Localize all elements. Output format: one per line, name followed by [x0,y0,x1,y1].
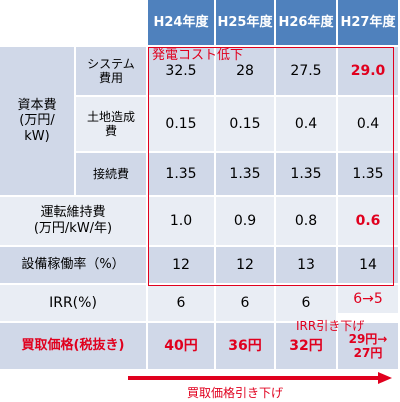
purchase-price-h26: 32円 [276,323,338,371]
purchase-price-h25: 36円 [216,323,276,371]
header-h26: H26年度 [276,0,338,47]
irr-h26: 6 [276,285,338,323]
purchase-price-h24: 40円 [148,323,216,371]
om-cost-h24: 1.0 [148,197,216,247]
system-cost-h26: 27.5 [276,47,338,97]
system-cost-h27: 29.0 [338,47,400,97]
connection-cost-h25: 1.35 [216,153,276,197]
system-cost-label: システム 費用 [76,47,148,97]
header-h25: H25年度 [216,0,276,47]
connection-cost-h24: 1.35 [148,153,216,197]
header-h27: H27年度 [338,0,400,47]
irr-h27: 6→5 [338,285,400,315]
purchase-price-label: 買取価格(税抜き) [0,323,148,371]
capacity-factor-h27: 14 [338,247,400,285]
connection-cost-label: 接続費 [76,153,148,197]
land-cost-label: 土地造成 費 [76,97,148,153]
capital-cost-label: 資本費 (万円/ kW) [0,47,76,197]
header-corner [0,0,148,47]
capacity-factor-h25: 12 [216,247,276,285]
capacity-factor-h24: 12 [148,247,216,285]
om-cost-h26: 0.8 [276,197,338,247]
irr-h24: 6 [148,285,216,323]
system-cost-h25: 28 [216,47,276,97]
irr-h25: 6 [216,285,276,323]
price-down-arrow [128,372,392,384]
price-down-annotation: 買取価格引き下げ [187,386,284,400]
system-cost-h24: 32.5 [148,47,216,97]
land-cost-h24: 0.15 [148,97,216,153]
irr-label: IRR(%) [0,285,148,323]
capacity-factor-label: 設備稼働率（%） [0,247,148,285]
header-h24: H24年度 [148,0,216,47]
om-cost-h27: 0.6 [338,197,400,247]
connection-cost-h27: 1.35 [338,153,400,197]
cost-down-annotation: 発電コスト低下 [152,48,244,63]
land-cost-h25: 0.15 [216,97,276,153]
land-cost-h26: 0.4 [276,97,338,153]
purchase-price-h27: 29円→ 27円 [338,323,400,371]
capacity-factor-h26: 13 [276,247,338,285]
connection-cost-h26: 1.35 [276,153,338,197]
om-cost-h25: 0.9 [216,197,276,247]
om-cost-label: 運転維持費 (万円/kW/年) [0,197,148,247]
land-cost-h27: 0.4 [338,97,400,153]
irr-down-annotation: IRR引き下げ [296,319,365,333]
